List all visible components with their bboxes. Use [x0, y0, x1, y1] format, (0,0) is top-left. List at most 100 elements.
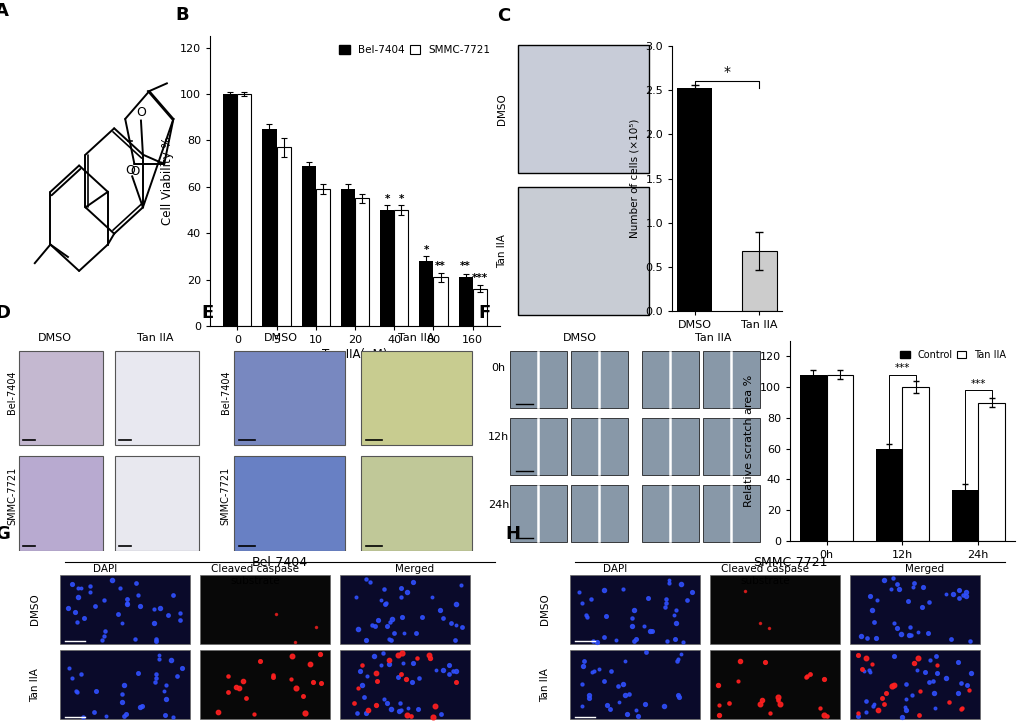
- FancyBboxPatch shape: [702, 351, 759, 408]
- Text: Bel-7404: Bel-7404: [252, 555, 308, 568]
- FancyBboxPatch shape: [570, 650, 699, 719]
- Text: SMMC-7721: SMMC-7721: [7, 467, 17, 525]
- Bar: [276, 147, 290, 326]
- Legend: Control, Tan IIA: Control, Tan IIA: [896, 346, 1009, 364]
- Text: *: *: [398, 194, 404, 204]
- FancyBboxPatch shape: [510, 418, 567, 475]
- Text: O: O: [130, 166, 140, 179]
- Text: DMSO: DMSO: [562, 333, 596, 343]
- Bar: [394, 210, 408, 326]
- Text: Tan IIA: Tan IIA: [30, 668, 40, 702]
- Text: DMSO: DMSO: [264, 333, 298, 343]
- Bar: [977, 402, 1004, 541]
- Text: SMMC-7721: SMMC-7721: [752, 555, 826, 568]
- FancyBboxPatch shape: [518, 187, 649, 315]
- FancyBboxPatch shape: [233, 351, 344, 445]
- Y-axis label: Cell Viability %: Cell Viability %: [161, 136, 174, 225]
- Text: B: B: [175, 7, 189, 25]
- FancyBboxPatch shape: [709, 650, 840, 719]
- FancyBboxPatch shape: [642, 485, 698, 542]
- Bar: [380, 210, 394, 326]
- Bar: [355, 198, 369, 326]
- FancyBboxPatch shape: [339, 575, 470, 644]
- FancyBboxPatch shape: [702, 485, 759, 542]
- Bar: [340, 189, 355, 326]
- Legend: Bel-7404, SMMC-7721: Bel-7404, SMMC-7721: [335, 41, 494, 60]
- Bar: [223, 94, 237, 326]
- Text: O: O: [136, 106, 146, 119]
- FancyBboxPatch shape: [702, 418, 759, 475]
- Text: Bel-7404: Bel-7404: [220, 371, 230, 415]
- Text: ***: ***: [471, 273, 487, 283]
- Text: *: *: [722, 65, 730, 78]
- FancyBboxPatch shape: [510, 485, 567, 542]
- FancyBboxPatch shape: [361, 457, 472, 551]
- Bar: [875, 449, 902, 541]
- Text: H: H: [504, 525, 520, 543]
- Bar: [316, 189, 329, 326]
- Text: 12h: 12h: [488, 431, 508, 441]
- Bar: [419, 261, 433, 326]
- Bar: [741, 251, 776, 311]
- Text: Merged: Merged: [905, 564, 944, 574]
- FancyBboxPatch shape: [339, 650, 470, 719]
- FancyBboxPatch shape: [642, 418, 698, 475]
- FancyBboxPatch shape: [115, 351, 199, 445]
- Bar: [459, 277, 472, 326]
- Text: Cleaved caspase
substrate: Cleaved caspase substrate: [720, 564, 808, 586]
- Bar: [262, 129, 276, 326]
- Bar: [951, 490, 977, 541]
- Text: 0h: 0h: [491, 364, 505, 373]
- Text: **: **: [435, 261, 445, 272]
- Text: F: F: [478, 304, 490, 322]
- Text: C: C: [497, 7, 511, 25]
- Bar: [237, 94, 251, 326]
- Bar: [302, 166, 316, 326]
- FancyBboxPatch shape: [571, 485, 627, 542]
- FancyBboxPatch shape: [19, 351, 103, 445]
- Bar: [433, 277, 447, 326]
- FancyBboxPatch shape: [571, 418, 627, 475]
- Text: Bel-7404: Bel-7404: [7, 371, 17, 415]
- FancyBboxPatch shape: [200, 575, 330, 644]
- Text: SMMC-7721: SMMC-7721: [220, 467, 230, 525]
- Text: Cleaved caspase
substrate: Cleaved caspase substrate: [211, 564, 299, 586]
- Text: E: E: [202, 304, 214, 322]
- Text: ***: ***: [970, 379, 985, 388]
- FancyBboxPatch shape: [849, 650, 979, 719]
- Text: DMSO: DMSO: [38, 333, 72, 343]
- FancyBboxPatch shape: [233, 457, 344, 551]
- Text: D: D: [0, 304, 10, 322]
- X-axis label: Tan IIA(μM): Tan IIA(μM): [322, 348, 387, 361]
- FancyBboxPatch shape: [518, 44, 649, 173]
- Text: **: **: [460, 261, 471, 272]
- Text: Tan IIA: Tan IIA: [137, 333, 173, 343]
- Bar: [472, 289, 486, 326]
- Bar: [902, 387, 928, 541]
- Text: G: G: [0, 525, 10, 543]
- FancyBboxPatch shape: [200, 650, 330, 719]
- Bar: [800, 375, 826, 541]
- Text: O: O: [125, 163, 136, 176]
- Text: DMSO: DMSO: [30, 593, 40, 625]
- Text: Tan IIA: Tan IIA: [539, 668, 549, 702]
- FancyBboxPatch shape: [570, 575, 699, 644]
- Text: Tan IIA: Tan IIA: [397, 333, 434, 343]
- Text: A: A: [0, 1, 9, 20]
- Text: 24h: 24h: [487, 499, 508, 510]
- FancyBboxPatch shape: [510, 351, 567, 408]
- Bar: [826, 375, 853, 541]
- FancyBboxPatch shape: [60, 575, 190, 644]
- FancyBboxPatch shape: [361, 351, 472, 445]
- Text: Tan IIA: Tan IIA: [496, 234, 506, 268]
- Y-axis label: Relative scratch area %: Relative scratch area %: [744, 375, 754, 507]
- Text: Merged: Merged: [395, 564, 434, 574]
- FancyBboxPatch shape: [19, 457, 103, 551]
- Text: *: *: [423, 245, 429, 256]
- Text: DMSO: DMSO: [539, 593, 549, 625]
- FancyBboxPatch shape: [709, 575, 840, 644]
- Text: *: *: [384, 194, 389, 204]
- FancyBboxPatch shape: [642, 351, 698, 408]
- Text: Tan IIA: Tan IIA: [694, 333, 731, 343]
- FancyBboxPatch shape: [60, 650, 190, 719]
